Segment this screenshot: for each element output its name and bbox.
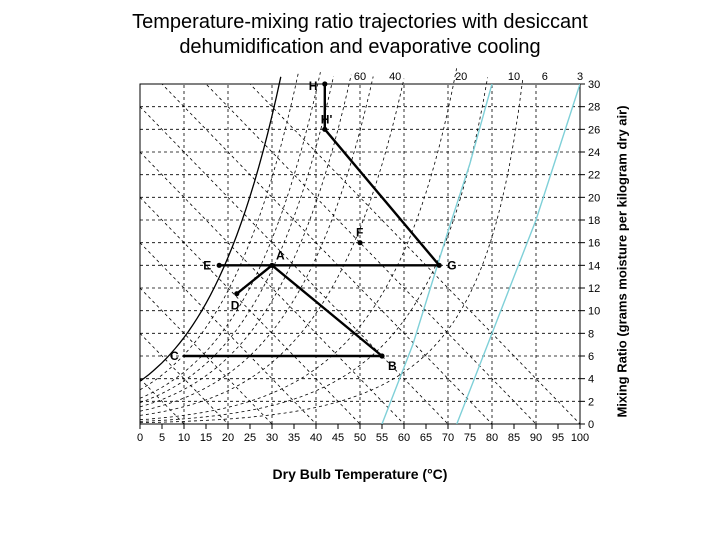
point-label: D xyxy=(231,299,240,313)
point-label: A xyxy=(276,248,285,262)
point-label: H xyxy=(309,79,318,93)
x-tick-label: 80 xyxy=(486,432,498,444)
x-tick-label: 55 xyxy=(376,432,388,444)
point-marker xyxy=(322,127,327,132)
y-tick-label: 16 xyxy=(588,238,600,250)
x-tick-label: 60 xyxy=(398,432,410,444)
point-marker xyxy=(269,263,274,268)
y-tick-label: 4 xyxy=(588,374,594,386)
x-tick-label: 50 xyxy=(354,432,366,444)
y-tick-label: 24 xyxy=(588,147,600,159)
y-tick-label: 22 xyxy=(588,170,600,182)
y-tick-label: 6 xyxy=(588,351,594,363)
point-marker xyxy=(379,353,384,358)
chart-container: 6040201063051015202530354045505560657075… xyxy=(0,64,720,504)
rh-label: 10 xyxy=(508,71,520,83)
chart-title: Temperature-mixing ratio trajectories wi… xyxy=(0,0,720,64)
y-tick-label: 18 xyxy=(588,215,600,227)
x-tick-label: 65 xyxy=(420,432,432,444)
x-tick-label: 85 xyxy=(508,432,520,444)
x-tick-label: 100 xyxy=(571,432,589,444)
rh-label: 6 xyxy=(542,71,548,83)
x-tick-label: 5 xyxy=(159,432,165,444)
point-label: G xyxy=(447,258,456,272)
x-tick-label: 95 xyxy=(552,432,564,444)
trajectory-segment xyxy=(272,265,382,356)
x-tick-label: 45 xyxy=(332,432,344,444)
y-tick-label: 30 xyxy=(588,79,600,91)
x-tick-label: 35 xyxy=(288,432,300,444)
psychrometric-chart: 6040201063051015202530354045505560657075… xyxy=(80,64,640,464)
y-tick-label: 28 xyxy=(588,102,600,114)
y-tick-label: 8 xyxy=(588,328,594,340)
x-tick-label: 10 xyxy=(178,432,190,444)
point-marker xyxy=(357,240,362,245)
point-label: E xyxy=(203,258,211,272)
y-tick-label: 0 xyxy=(588,419,594,431)
point-marker xyxy=(322,81,327,86)
y-tick-label: 2 xyxy=(588,396,594,408)
rh-label: 60 xyxy=(354,71,366,83)
x-tick-label: 90 xyxy=(530,432,542,444)
y-axis-label: Mixing Ratio (grams moisture per kilogra… xyxy=(615,92,630,432)
rh-label: 40 xyxy=(389,71,401,83)
point-label: F xyxy=(356,226,363,240)
point-label: C xyxy=(170,349,179,363)
x-axis-label: Dry Bulb Temperature (°C) xyxy=(0,466,720,482)
y-tick-label: 12 xyxy=(588,283,600,295)
title-line-2: dehumidification and evaporative cooling xyxy=(179,36,540,58)
point-marker xyxy=(437,263,442,268)
rh-label: 3 xyxy=(577,71,583,83)
x-tick-label: 40 xyxy=(310,432,322,444)
x-tick-label: 15 xyxy=(200,432,212,444)
x-tick-label: 0 xyxy=(137,432,143,444)
x-tick-label: 20 xyxy=(222,432,234,444)
point-label: B xyxy=(388,359,397,373)
title-line-1: Temperature-mixing ratio trajectories wi… xyxy=(132,11,588,33)
point-marker xyxy=(234,291,239,296)
point-marker xyxy=(217,263,222,268)
y-tick-label: 20 xyxy=(588,192,600,204)
y-tick-label: 14 xyxy=(588,260,600,272)
rh-label: 20 xyxy=(455,71,467,83)
y-tick-label: 26 xyxy=(588,124,600,136)
x-tick-label: 75 xyxy=(464,432,476,444)
x-tick-label: 25 xyxy=(244,432,256,444)
x-tick-label: 30 xyxy=(266,432,278,444)
point-label: H' xyxy=(321,112,333,126)
x-tick-label: 70 xyxy=(442,432,454,444)
y-tick-label: 10 xyxy=(588,306,600,318)
